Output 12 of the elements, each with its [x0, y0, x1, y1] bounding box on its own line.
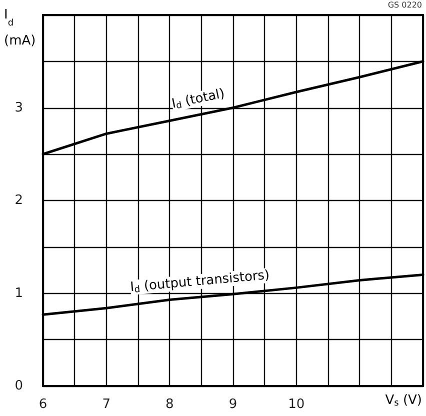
- text: GS 0220: [388, 0, 422, 10]
- y-tick-label: 3: [14, 100, 23, 116]
- y-tick-label: 2: [14, 193, 23, 208]
- x-tick-label: 6: [38, 397, 48, 412]
- text: Id (output transistors): [130, 268, 270, 296]
- x-tick-label: 10: [288, 397, 305, 412]
- y-tick-label: 0: [14, 378, 23, 394]
- x-tick-label: 8: [166, 397, 174, 412]
- x-tick-label: 7: [102, 397, 110, 412]
- x-tick-label: 9: [228, 397, 238, 412]
- y-tick-label: 1: [14, 286, 23, 301]
- text: Id (total): [170, 86, 226, 112]
